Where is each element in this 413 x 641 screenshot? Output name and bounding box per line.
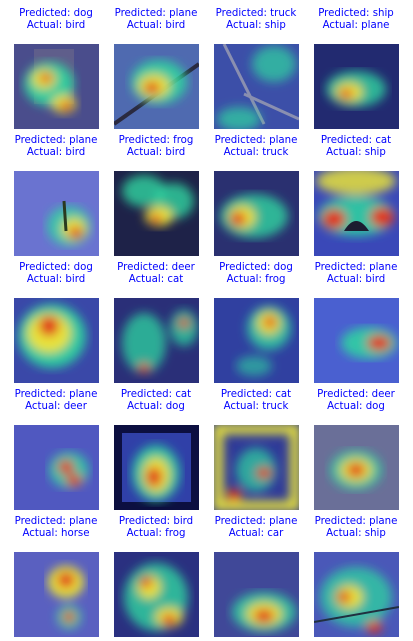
predicted-label: Predicted: cat xyxy=(320,135,392,146)
predicted-label: Predicted: plane xyxy=(14,516,98,527)
cell-caption: Predicted: deer Actual: cat xyxy=(108,262,204,286)
cell-caption: Predicted: deer Actual: dog xyxy=(308,389,404,413)
cell-caption: Predicted: plane Actual: truck xyxy=(208,135,304,159)
actual-label: Actual: ship xyxy=(226,20,286,31)
cell-caption: Predicted: frog Actual: bird xyxy=(108,135,204,159)
predicted-label: Predicted: dog xyxy=(219,262,293,273)
predicted-label: Predicted: deer xyxy=(117,262,195,273)
heatmap-image xyxy=(114,171,199,256)
heatmap-image xyxy=(14,298,99,383)
actual-label: Actual: dog xyxy=(127,401,185,412)
predicted-label: Predicted: plane xyxy=(214,135,298,146)
actual-label: Actual: ship xyxy=(326,528,386,539)
actual-label: Actual: bird xyxy=(26,20,86,31)
predicted-label: Predicted: dog xyxy=(19,262,93,273)
cell-caption: Predicted: plane Actual: horse xyxy=(8,516,104,540)
actual-label: Actual: horse xyxy=(22,528,90,539)
cell-caption: Predicted: plane Actual: bird xyxy=(108,8,204,32)
actual-label: Actual: bird xyxy=(126,147,186,158)
actual-label: Actual: dog xyxy=(327,401,385,412)
cell-caption: Predicted: cat Actual: dog xyxy=(108,389,204,413)
predicted-label: Predicted: ship xyxy=(318,8,394,19)
actual-label: Actual: ship xyxy=(326,147,386,158)
cell-caption: Predicted: dog Actual: bird xyxy=(8,8,104,32)
actual-label: Actual: bird xyxy=(126,20,186,31)
heatmap-image xyxy=(114,298,199,383)
heatmap-image xyxy=(114,44,199,129)
predicted-label: Predicted: cat xyxy=(120,389,192,400)
predicted-label: Predicted: frog xyxy=(118,135,194,146)
predicted-label: Predicted: plane xyxy=(14,135,98,146)
heatmap-image xyxy=(14,425,99,510)
cell-caption: Predicted: plane Actual: car xyxy=(208,516,304,540)
actual-label: Actual: cat xyxy=(128,274,184,285)
cell-caption: Predicted: cat Actual: ship xyxy=(308,135,404,159)
heatmap-image xyxy=(114,552,199,637)
heatmap-image xyxy=(14,171,99,256)
predicted-label: Predicted: deer xyxy=(317,389,395,400)
actual-label: Actual: car xyxy=(228,528,284,539)
heatmap-image xyxy=(214,298,299,383)
actual-label: Actual: truck xyxy=(223,147,289,158)
heatmap-image xyxy=(14,44,99,129)
actual-label: Actual: bird xyxy=(26,147,86,158)
actual-label: Actual: deer xyxy=(25,401,87,412)
cell-caption: Predicted: cat Actual: truck xyxy=(208,389,304,413)
actual-label: Actual: frog xyxy=(126,528,186,539)
cell-caption: Predicted: dog Actual: frog xyxy=(208,262,304,286)
heatmap-image xyxy=(214,171,299,256)
cell-caption: Predicted: plane Actual: deer xyxy=(8,389,104,413)
actual-label: Actual: bird xyxy=(326,274,386,285)
heatmap-image xyxy=(214,552,299,637)
cell-caption: Predicted: truck Actual: ship xyxy=(208,8,304,32)
cell-caption: Predicted: plane Actual: bird xyxy=(308,262,404,286)
heatmap-image xyxy=(314,552,399,637)
cell-caption: Predicted: ship Actual: plane xyxy=(308,8,404,32)
actual-label: Actual: frog xyxy=(226,274,286,285)
cell-caption: Predicted: plane Actual: bird xyxy=(8,135,104,159)
predicted-label: Predicted: cat xyxy=(220,389,292,400)
predicted-label: Predicted: truck xyxy=(215,8,297,19)
heatmap-image xyxy=(314,44,399,129)
predicted-label: Predicted: dog xyxy=(19,8,93,19)
predicted-label: Predicted: plane xyxy=(214,516,298,527)
predicted-label: Predicted: plane xyxy=(314,262,398,273)
heatmap-image xyxy=(314,425,399,510)
predicted-label: Predicted: bird xyxy=(118,516,194,527)
actual-label: Actual: bird xyxy=(26,274,86,285)
heatmap-image xyxy=(114,425,199,510)
actual-label: Actual: plane xyxy=(322,20,390,31)
heatmap-image xyxy=(314,171,399,256)
heatmap-image xyxy=(214,425,299,510)
predicted-label: Predicted: plane xyxy=(314,516,398,527)
heatmap-image xyxy=(14,552,99,637)
predicted-label: Predicted: plane xyxy=(114,8,198,19)
heatmap-image xyxy=(314,298,399,383)
cell-caption: Predicted: dog Actual: bird xyxy=(8,262,104,286)
cell-caption: Predicted: bird Actual: frog xyxy=(108,516,204,540)
actual-label: Actual: truck xyxy=(223,401,289,412)
cell-caption: Predicted: plane Actual: ship xyxy=(308,516,404,540)
predicted-label: Predicted: plane xyxy=(14,389,98,400)
heatmap-image xyxy=(214,44,299,129)
